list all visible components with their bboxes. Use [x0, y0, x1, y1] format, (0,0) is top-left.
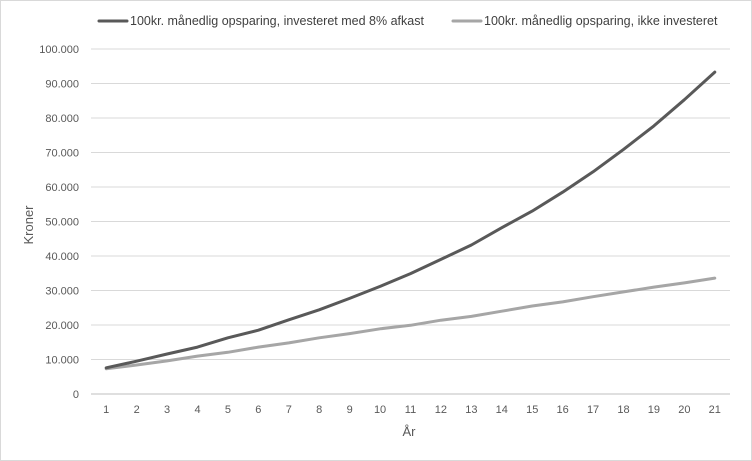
x-tick-label: 11 [405, 404, 416, 416]
series-line [104, 276, 717, 371]
x-axis-tick-labels: 1 2 3 4 5 6 7 8 9 10 11 12 13 14 15 16 17 18 19 20 21 [103, 404, 721, 416]
legend: 100kr. månedlig opsparing, investeret me… [97, 14, 718, 28]
y-tick-label: 40.000 [45, 251, 79, 263]
y-tick-label: 100.000 [39, 44, 79, 56]
x-tick-label: 7 [286, 404, 292, 416]
y-tick-label: 10.000 [45, 355, 79, 367]
x-tick-label: 16 [557, 404, 569, 416]
series-lines [104, 70, 717, 371]
x-tick-label: 19 [648, 404, 660, 416]
x-tick-label: 21 [709, 404, 721, 416]
y-tick-label: 80.000 [45, 113, 79, 125]
x-tick-label: 20 [678, 404, 690, 416]
x-tick-label: 1 [103, 404, 109, 416]
series-line [104, 70, 717, 370]
x-tick-label: 3 [164, 404, 170, 416]
x-tick-label: 6 [255, 404, 261, 416]
x-tick-label: 10 [374, 404, 386, 416]
x-tick-label: 15 [526, 404, 538, 416]
x-tick-label: 9 [347, 404, 353, 416]
y-tick-label: 0 [73, 389, 79, 401]
legend-label: 100kr. månedlig opsparing, investeret me… [130, 14, 424, 28]
x-tick-label: 12 [435, 404, 447, 416]
y-tick-label: 70.000 [45, 148, 79, 160]
y-tick-label: 60.000 [45, 182, 79, 194]
x-tick-label: 5 [225, 404, 231, 416]
y-axis-title: Kroner [21, 205, 36, 245]
y-tick-label: 20.000 [45, 320, 79, 332]
y-tick-label: 50.000 [45, 217, 79, 229]
legend-label: 100kr. månedlig opsparing, ikke invester… [484, 14, 718, 28]
x-axis-title: År [403, 424, 417, 439]
x-tick-label: 17 [587, 404, 599, 416]
x-tick-label: 13 [465, 404, 477, 416]
x-tick-label: 2 [134, 404, 140, 416]
y-tick-label: 30.000 [45, 286, 79, 298]
y-axis-tick-labels: 0 10.000 20.000 30.000 40.000 50.000 60.000 70.… [39, 44, 79, 401]
x-tick-label: 8 [316, 404, 322, 416]
x-tick-label: 14 [496, 404, 508, 416]
y-tick-label: 90.000 [45, 79, 79, 91]
x-tick-label: 18 [617, 404, 629, 416]
gridlines [91, 48, 730, 395]
x-tick-label: 4 [194, 404, 200, 416]
